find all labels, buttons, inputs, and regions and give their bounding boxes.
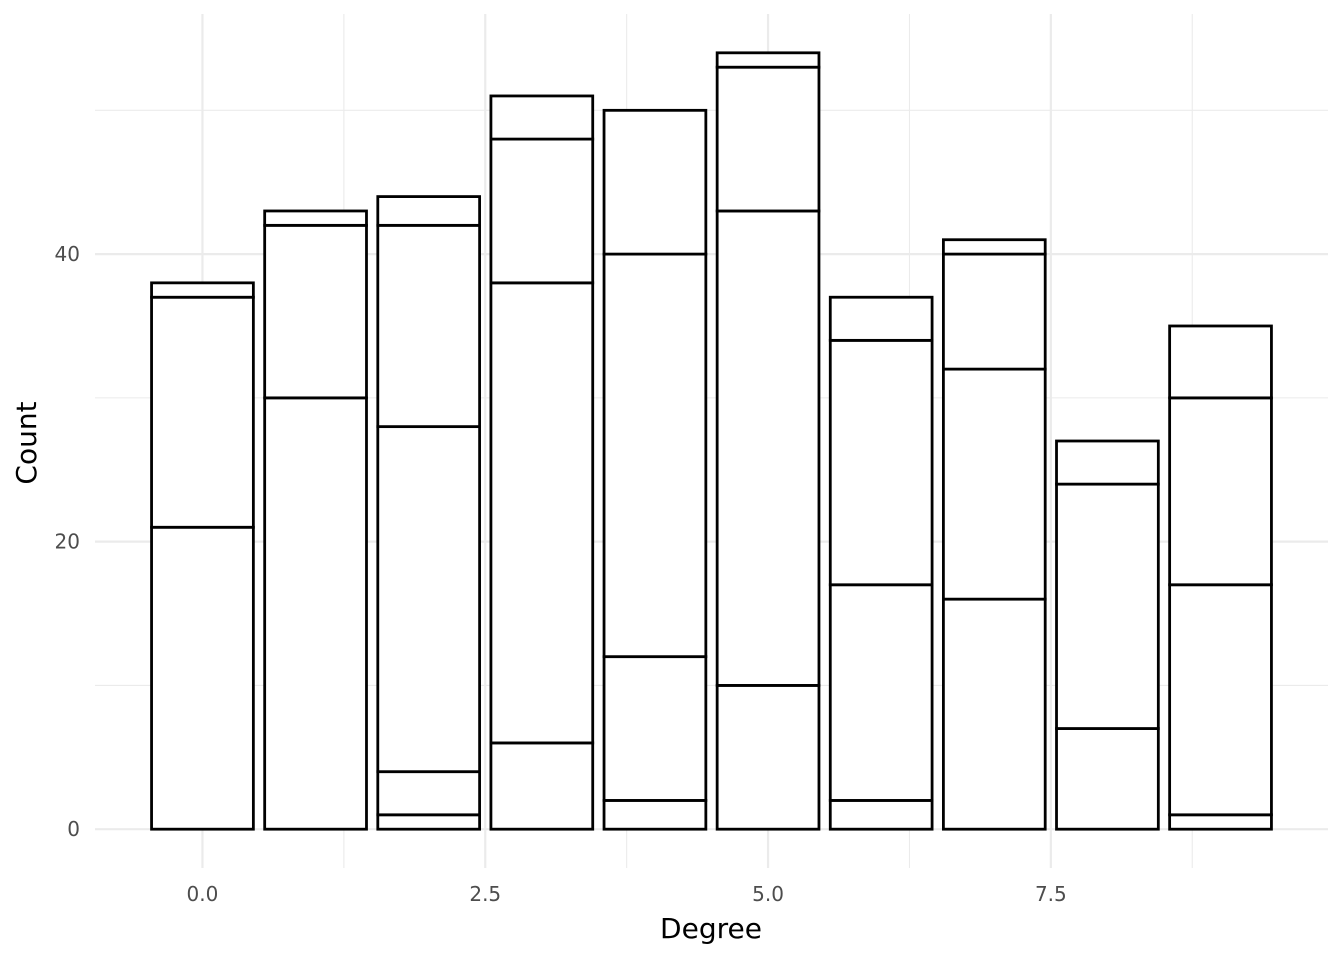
bar-segment-degree-2-4 [376, 195, 482, 227]
bar-segment-degree-4-2 [602, 252, 708, 659]
x-axis-title: Degree [660, 912, 762, 945]
x-tick-label: 0.0 [187, 882, 219, 906]
bar-segment-degree-2-2 [376, 425, 482, 774]
bar-segment-degree-6-0 [828, 799, 934, 831]
x-axis-tick-labels: 0.0 2.5 5.0 7.5 [187, 882, 1067, 906]
bar-segment-degree-2-0 [376, 813, 482, 831]
bar-segment-degree-1-1 [263, 223, 368, 400]
bar-segment-degree-5-3 [715, 51, 821, 69]
bar-segment-degree-7-1 [941, 367, 1047, 601]
bar-segment-degree-8-1 [1055, 482, 1160, 730]
bar-segment-degree-3-2 [489, 137, 595, 285]
bar-segment-degree-5-1 [715, 209, 821, 687]
bar-segment-degree-7-3 [941, 238, 1047, 256]
bar-segment-degree-4-3 [602, 108, 708, 256]
bar-segment-degree-9-2 [1168, 396, 1273, 587]
bar-segment-degree-3-3 [489, 94, 595, 141]
bar-segment-degree-4-1 [602, 655, 708, 802]
x-tick-label: 5.0 [752, 882, 784, 906]
bar-segment-degree-5-0 [715, 684, 821, 831]
bar-segment-degree-5-2 [715, 65, 821, 213]
bar-segment-degree-9-1 [1168, 583, 1273, 817]
y-axis-title: Count [10, 401, 43, 484]
bar-segment-degree-1-0 [263, 396, 368, 831]
bar-segment-degree-6-3 [828, 295, 934, 342]
bar-segment-degree-8-2 [1055, 439, 1160, 486]
bar-segment-degree-0-1 [150, 295, 255, 529]
bar-segment-degree-9-3 [1168, 324, 1273, 400]
bar-segment-degree-6-2 [828, 338, 934, 587]
bar-segment-degree-4-0 [602, 799, 708, 831]
bars [150, 51, 1273, 831]
bar-segment-degree-7-0 [941, 597, 1047, 831]
bar-segment-degree-7-2 [941, 252, 1047, 371]
x-tick-label: 7.5 [1035, 882, 1067, 906]
bar-segment-degree-3-0 [489, 741, 595, 831]
bar-segment-degree-2-1 [376, 770, 482, 817]
bar-segment-degree-0-0 [150, 525, 255, 831]
bar-segment-degree-3-1 [489, 281, 595, 745]
y-tick-label: 20 [55, 530, 80, 554]
bar-segment-degree-9-0 [1168, 813, 1273, 831]
y-tick-label: 0 [67, 817, 80, 841]
bar-segment-degree-6-1 [828, 583, 934, 802]
y-tick-label: 40 [55, 242, 80, 266]
y-axis-tick-labels: 0 20 40 [55, 242, 80, 841]
bar-segment-degree-8-0 [1055, 727, 1160, 831]
x-tick-label: 2.5 [469, 882, 501, 906]
bar-segment-degree-2-3 [376, 223, 482, 429]
bar-segment-degree-0-2 [150, 281, 255, 299]
bar-segment-degree-1-2 [263, 209, 368, 227]
